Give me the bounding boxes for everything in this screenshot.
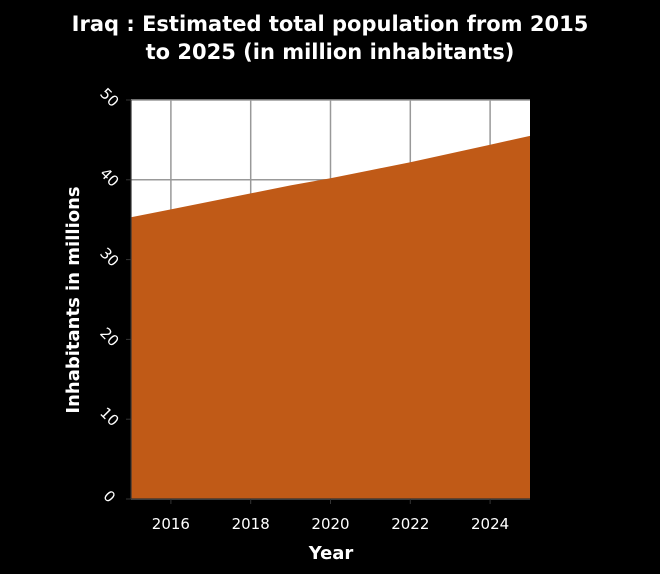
x-axis-ticks: 2016 2018 2020 2022 2024 (152, 499, 509, 533)
x-tick-label: 2024 (471, 515, 509, 533)
chart-title: Iraq : Estimated total population from 2… (0, 10, 660, 66)
x-tick-label: 2020 (311, 515, 349, 533)
x-tick-label: 2016 (152, 515, 190, 533)
y-axis-title: Inhabitants in millions (63, 186, 84, 413)
x-axis-title: Year (308, 543, 354, 564)
x-tick-label: 2022 (391, 515, 429, 533)
y-tick-label: 40 (96, 164, 122, 190)
chart-title-line-1: Iraq : Estimated total population from 2… (71, 12, 589, 36)
y-tick-label: 10 (96, 404, 122, 430)
x-tick-label: 2018 (232, 515, 270, 533)
y-tick-label: 50 (96, 85, 122, 111)
y-tick-label: 20 (96, 324, 122, 350)
y-tick-label: 30 (96, 244, 122, 270)
chart-title-line-2: to 2025 (in million inhabitants) (145, 40, 515, 64)
y-axis-ticks: 0 10 20 30 40 50 (96, 85, 131, 506)
y-tick-label: 0 (100, 487, 119, 506)
population-area (131, 135, 530, 499)
